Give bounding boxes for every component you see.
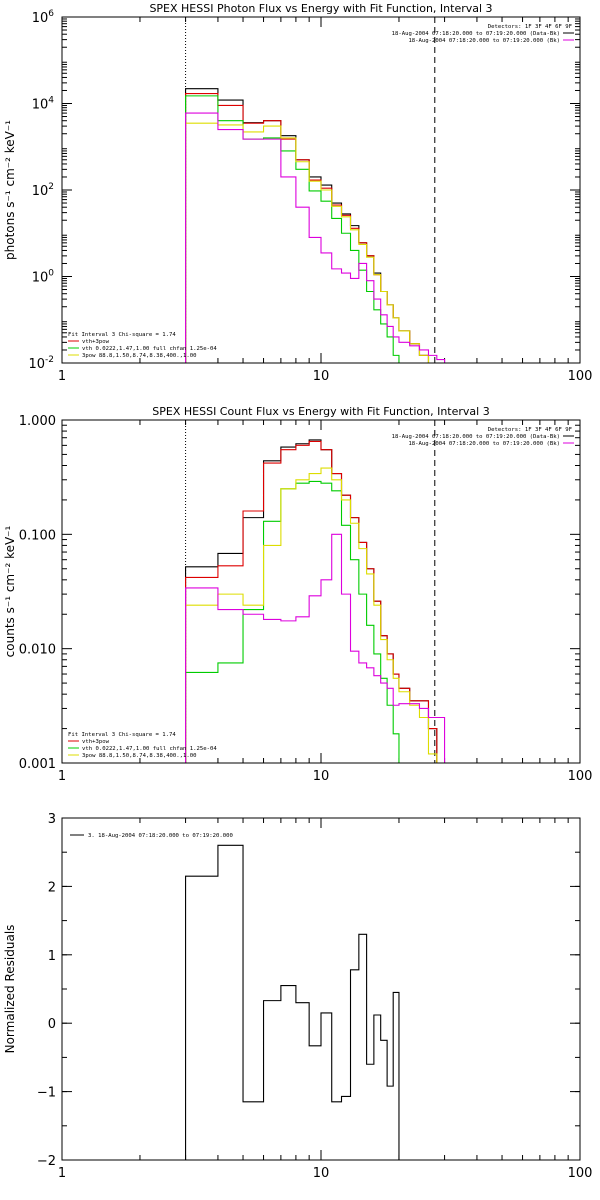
x-tick-label: 100 [568, 1166, 593, 1181]
legend-label: 3. 18-Aug-2004 07:18:20.000 to 07:19:20.… [88, 833, 233, 839]
chart-title: SPEX HESSI Photon Flux vs Energy with Fi… [149, 2, 492, 15]
y-tick-base: 10 [28, 357, 45, 372]
series-line-4 [185, 122, 445, 363]
y-tick-label: 104 [32, 96, 55, 113]
y-tick-label: −2 [37, 1154, 56, 1169]
y-tick-base: 10 [32, 98, 49, 113]
plot-area [185, 420, 446, 763]
y-tick-label: 1.000 [19, 414, 56, 429]
y-tick-base: 10 [32, 184, 49, 199]
plot-frame [61, 16, 581, 364]
x-tick-label: 10 [313, 769, 330, 784]
y-tick-label: 2 [48, 880, 56, 895]
fit-note: vth+3pow [82, 739, 110, 745]
y-tick-label: −1 [37, 1086, 56, 1101]
y-tick-exponent: 4 [48, 96, 54, 106]
y-tick-label: 106 [32, 9, 55, 26]
fit-note: Fit Interval 3 Chi-square = 1.74 [68, 732, 176, 738]
chart-panel-1: SPEX HESSI Photon Flux vs Energy with Fi… [3, 2, 592, 384]
fit-note: vth 0.0222,1.47,1.00 full chfan 1.25e-04 [82, 346, 217, 352]
top-right-note: Detectors: 1F 3F 4F 6F 9F [488, 427, 573, 433]
x-tick-label: 10 [313, 369, 330, 384]
series-line-2 [185, 440, 445, 763]
x-tick-label: 10 [313, 1166, 330, 1181]
fit-note: vth 0.0222,1.47,1.00 full chfan 1.25e-04 [82, 746, 217, 752]
y-tick-label: 1 [48, 949, 56, 964]
x-tick-label: 1 [58, 1166, 66, 1181]
plot-frame [61, 817, 581, 1161]
x-tick-label: 100 [568, 369, 593, 384]
fit-note: vth+3pow [82, 339, 110, 345]
y-tick-label: 100 [32, 269, 55, 286]
plot-frame [61, 419, 581, 764]
x-tick-label: 100 [568, 769, 593, 784]
y-tick-base: 10 [32, 11, 49, 26]
y-tick-base: 10 [32, 271, 49, 286]
y-tick-label: 0.100 [19, 528, 56, 543]
series-line-1 [185, 844, 400, 1160]
y-tick-exponent: -2 [45, 355, 54, 365]
y-tick-label: 102 [32, 182, 54, 199]
plot-area [185, 17, 446, 363]
top-right-note: 18-Aug-2004 07:18:20.000 to 07:19:20.000… [392, 31, 560, 37]
x-tick-label: 1 [58, 369, 66, 384]
chart-title: SPEX HESSI Count Flux vs Energy with Fit… [152, 405, 489, 418]
y-tick-label: 3 [48, 812, 56, 827]
y-axis-label: counts s⁻¹ cm⁻² keV⁻¹ [3, 525, 17, 657]
fit-note: 3pow 88.8,1.50,8.74,8.38,400.,1.00 [82, 353, 197, 359]
chart-panel-2: SPEX HESSI Count Flux vs Energy with Fit… [3, 405, 592, 784]
y-axis-label: Normalized Residuals [3, 925, 17, 1054]
fit-note: 3pow 88.8,1.50,8.74,8.38,400.,1.00 [82, 753, 197, 759]
y-tick-label: 0 [48, 1017, 56, 1032]
y-tick-exponent: 2 [48, 182, 54, 192]
series-line-5 [185, 112, 446, 363]
top-right-note: Detectors: 1F 3F 4F 6F 9F [488, 24, 573, 30]
top-right-note: 18-Aug-2004 07:18:20.000 to 07:19:20.000… [408, 441, 560, 447]
fit-note: Fit Interval 3 Chi-square = 1.74 [68, 332, 176, 338]
y-tick-label: 0.001 [19, 757, 56, 772]
plot-area [185, 844, 400, 1160]
y-tick-exponent: 6 [48, 9, 54, 19]
x-tick-label: 1 [58, 769, 66, 784]
y-axis-label: photons s⁻¹ cm⁻² keV⁻¹ [3, 120, 17, 260]
y-tick-label: 10-2 [28, 355, 54, 372]
y-tick-label: 0.010 [19, 643, 56, 658]
top-right-note: 18-Aug-2004 07:18:20.000 to 07:19:20.000… [392, 434, 560, 440]
top-right-note: 18-Aug-2004 07:18:20.000 to 07:19:20.000… [408, 38, 560, 44]
y-tick-exponent: 0 [48, 269, 54, 279]
chart-panel-3: Normalized Residuals 1 10 100 −2 −1 0 1 2 3 3. 18-… [3, 812, 592, 1181]
series-line-4 [185, 467, 445, 763]
series-line-5 [185, 533, 446, 763]
series-line-3 [185, 95, 445, 363]
